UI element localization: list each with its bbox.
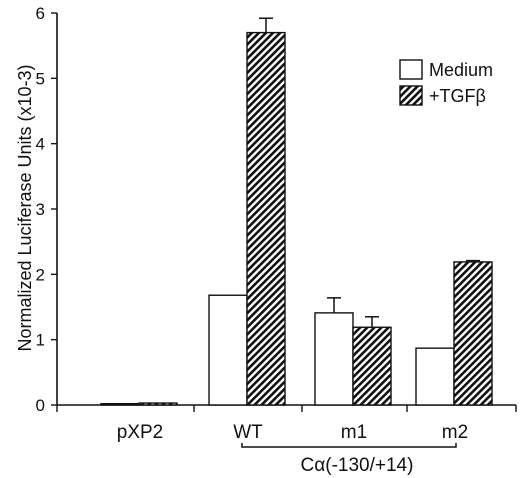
bar-tgfb-WT bbox=[246, 31, 286, 406]
y-tick-label-5: 5 bbox=[36, 69, 45, 88]
bar-medium-m2 bbox=[415, 347, 455, 406]
category-label-WT: WT bbox=[233, 422, 263, 443]
bars bbox=[100, 17, 493, 406]
legend-label-0: Medium bbox=[429, 60, 493, 80]
bar-tgfb-m1 bbox=[352, 326, 392, 406]
y-tick-label-2: 2 bbox=[36, 265, 45, 284]
bar-tgfb-pXP2 bbox=[138, 402, 178, 406]
bracket: Cα(-130/+14) bbox=[241, 443, 457, 476]
y-tick-label-1: 1 bbox=[36, 331, 45, 350]
category-label-m1: m1 bbox=[341, 422, 367, 443]
y-tick-label-0: 0 bbox=[36, 396, 45, 415]
y-tick-label-6: 6 bbox=[36, 4, 45, 23]
bar-medium-WT bbox=[208, 294, 248, 406]
y-tick-label-3: 3 bbox=[36, 200, 45, 219]
bar-tgfb-m2 bbox=[453, 261, 493, 406]
category-label-m2: m2 bbox=[442, 422, 468, 443]
legend-swatch-0 bbox=[399, 59, 423, 80]
bar-medium-m1 bbox=[314, 312, 354, 406]
bracket-label: Cα(-130/+14) bbox=[301, 455, 414, 476]
legend-label-1: +TGFβ bbox=[429, 86, 486, 106]
y-tick-label-4: 4 bbox=[36, 135, 45, 154]
legend: Medium +TGFβ bbox=[399, 59, 493, 106]
bracket-line bbox=[241, 443, 457, 448]
legend-swatch-1 bbox=[399, 85, 423, 106]
category-label-pXP2: pXP2 bbox=[117, 422, 163, 443]
y-axis-label: Normalized Luciferase Units (x10-3) bbox=[15, 64, 35, 351]
bar-medium-pXP2 bbox=[100, 402, 140, 406]
